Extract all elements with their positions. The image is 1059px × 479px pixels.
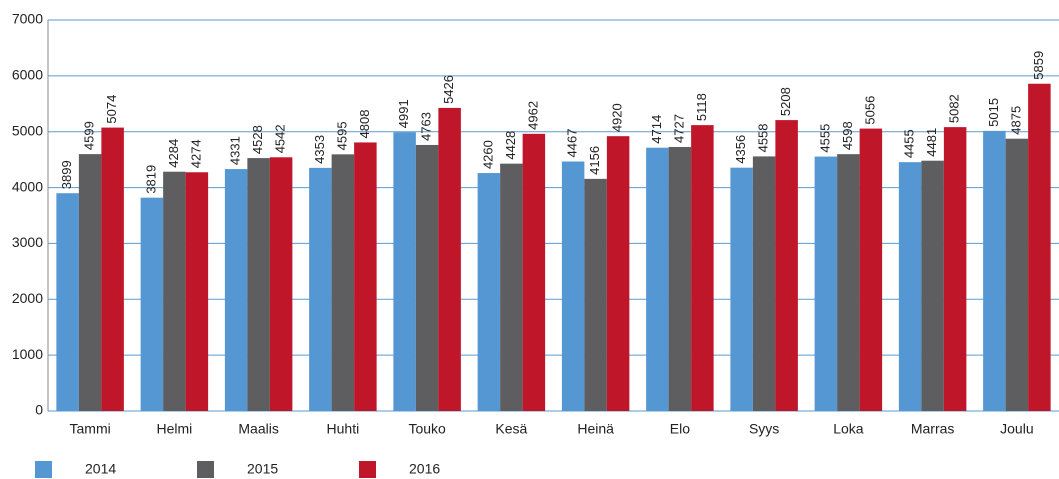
bar bbox=[101, 127, 124, 411]
x-tick-label: Elo bbox=[670, 421, 690, 437]
bar bbox=[477, 173, 501, 411]
data-label: 4428 bbox=[503, 131, 518, 160]
data-label: 4284 bbox=[166, 139, 181, 168]
bar bbox=[500, 163, 523, 411]
bar bbox=[859, 128, 883, 411]
bar bbox=[898, 162, 922, 411]
data-label: 4455 bbox=[902, 129, 917, 158]
bar bbox=[691, 125, 714, 412]
bar bbox=[606, 136, 630, 411]
x-tick-label: Kesä bbox=[495, 421, 527, 437]
bar bbox=[1005, 138, 1029, 412]
data-label: 4528 bbox=[250, 125, 265, 154]
data-label: 5082 bbox=[947, 94, 962, 123]
bar bbox=[775, 120, 798, 411]
bar bbox=[78, 154, 102, 411]
data-label: 5118 bbox=[694, 93, 709, 121]
bar bbox=[415, 144, 439, 411]
bar bbox=[837, 154, 860, 411]
data-label: 4991 bbox=[396, 99, 411, 128]
bar bbox=[185, 172, 209, 411]
y-tick-label: 2000 bbox=[12, 290, 43, 306]
bar bbox=[163, 171, 186, 411]
data-label: 4808 bbox=[357, 110, 372, 139]
x-tick-label: Heinä bbox=[577, 421, 614, 437]
bar bbox=[646, 147, 669, 411]
x-tick-label: Loka bbox=[833, 421, 864, 437]
data-label: 4599 bbox=[82, 121, 97, 150]
bar bbox=[584, 178, 607, 411]
data-label: 4763 bbox=[419, 112, 434, 141]
legend-swatch bbox=[35, 461, 52, 478]
y-tick-label: 7000 bbox=[12, 11, 43, 27]
bar bbox=[668, 146, 692, 411]
data-label: 4727 bbox=[671, 114, 686, 143]
data-label: 4356 bbox=[733, 135, 748, 164]
data-label: 4598 bbox=[840, 121, 855, 150]
y-tick-label: 4000 bbox=[12, 178, 43, 194]
x-tick-label: Syys bbox=[749, 421, 779, 437]
data-label: 4260 bbox=[480, 140, 495, 169]
data-label: 4555 bbox=[817, 124, 832, 153]
data-label: 4156 bbox=[587, 146, 602, 175]
bar bbox=[561, 161, 585, 411]
bar bbox=[1028, 83, 1051, 411]
legend-label: 2016 bbox=[409, 461, 440, 477]
data-label: 4962 bbox=[525, 101, 540, 130]
data-label: 5426 bbox=[441, 75, 456, 104]
data-label: 5015 bbox=[986, 98, 1001, 127]
y-tick-label: 6000 bbox=[12, 67, 43, 83]
data-label: 4467 bbox=[565, 129, 580, 158]
bar bbox=[56, 193, 79, 411]
data-label: 4558 bbox=[756, 123, 771, 152]
data-label: 4542 bbox=[273, 124, 288, 153]
legend-label: 2014 bbox=[85, 461, 116, 477]
bar bbox=[140, 197, 164, 411]
bar bbox=[269, 157, 293, 411]
bar bbox=[438, 107, 461, 412]
legend-label: 2015 bbox=[247, 461, 278, 477]
bar bbox=[814, 156, 838, 411]
x-tick-label: Huhti bbox=[327, 421, 360, 437]
bar bbox=[309, 167, 332, 411]
bar bbox=[354, 142, 377, 412]
bar bbox=[943, 127, 967, 411]
data-label: 3899 bbox=[59, 160, 74, 189]
bar bbox=[393, 132, 416, 412]
y-tick-label: 3000 bbox=[12, 234, 43, 250]
x-tick-label: Touko bbox=[408, 421, 446, 437]
data-label: 4274 bbox=[188, 139, 203, 168]
bar bbox=[921, 160, 944, 411]
x-tick-label: Tammi bbox=[70, 421, 111, 437]
x-tick-label: Helmi bbox=[156, 421, 192, 437]
bar bbox=[224, 169, 248, 411]
data-label: 4481 bbox=[924, 128, 939, 157]
data-label: 5074 bbox=[104, 95, 119, 124]
data-label: 4331 bbox=[228, 136, 243, 165]
x-tick-label: Joulu bbox=[1000, 421, 1033, 437]
y-tick-label: 5000 bbox=[12, 122, 43, 138]
data-label: 4353 bbox=[312, 135, 327, 164]
data-label: 5208 bbox=[778, 87, 793, 116]
y-tick-label: 0 bbox=[35, 402, 43, 418]
data-label: 5056 bbox=[862, 96, 877, 125]
bar bbox=[247, 158, 270, 411]
legend-swatch bbox=[197, 461, 214, 478]
bar bbox=[522, 133, 546, 411]
x-tick-label: Maalis bbox=[238, 421, 278, 437]
data-label: 3819 bbox=[143, 165, 158, 194]
data-label: 4875 bbox=[1008, 106, 1023, 135]
data-label: 5859 bbox=[1031, 51, 1046, 80]
bar bbox=[752, 156, 776, 411]
data-label: 4595 bbox=[334, 121, 349, 150]
legend-swatch bbox=[359, 461, 376, 478]
data-label: 4920 bbox=[610, 103, 625, 132]
x-tick-label: Marras bbox=[911, 421, 955, 437]
data-label: 4714 bbox=[649, 115, 664, 144]
bar bbox=[730, 167, 753, 411]
bar bbox=[983, 130, 1006, 411]
y-tick-label: 1000 bbox=[12, 346, 43, 362]
bar bbox=[331, 154, 355, 411]
